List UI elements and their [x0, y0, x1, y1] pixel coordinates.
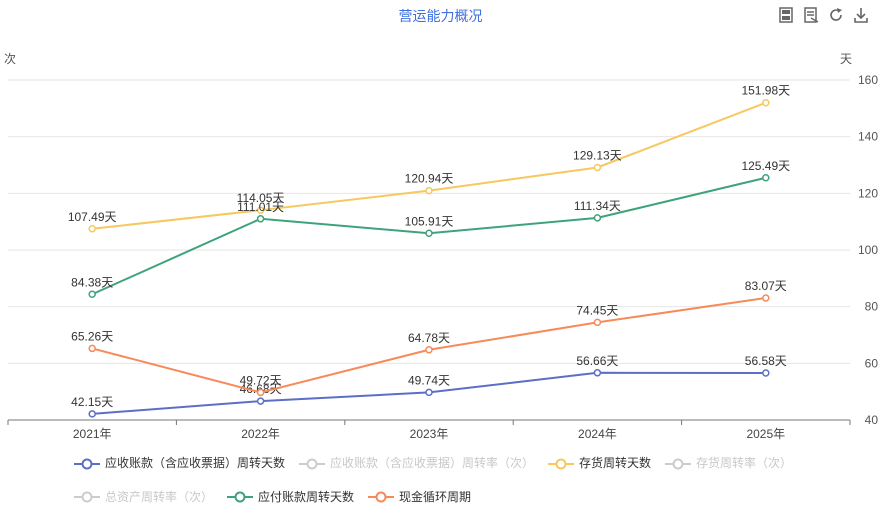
- data-label: 84.38天: [71, 275, 113, 289]
- legend-item[interactable]: 总资产周转率（次）: [74, 482, 213, 513]
- data-point: [256, 388, 265, 397]
- left-axis-unit: 次: [4, 52, 17, 66]
- data-point: [256, 215, 265, 223]
- data-point: [593, 318, 602, 327]
- chart-plot: 40 60 80 100 120 140 160 2021年 2022年 2023年 2024年 20…: [7, 73, 879, 441]
- data-point: [762, 98, 770, 107]
- x-tick-label: 2023年: [410, 427, 449, 441]
- data-point: [593, 163, 602, 172]
- data-point: [256, 397, 265, 405]
- y-tick-label: 120: [858, 186, 878, 200]
- legend-marker-icon: [74, 491, 100, 503]
- data-point: [762, 369, 770, 377]
- legend-label: 现金循环周期: [399, 489, 472, 504]
- data-point: [88, 290, 96, 299]
- data-label: 49.72天: [240, 373, 282, 387]
- legend-marker-icon: [299, 458, 326, 470]
- data-label: 65.26天: [71, 329, 113, 343]
- save-image-icon[interactable]: [778, 7, 794, 23]
- legend-marker-icon: [227, 491, 254, 503]
- data-label: 111.34天: [574, 199, 621, 213]
- series-line: [92, 101, 767, 230]
- data-label: 114.05天: [237, 191, 285, 205]
- data-point: [762, 174, 770, 182]
- legend-item[interactable]: 存货周转率（次）: [665, 448, 792, 479]
- data-point: [593, 214, 602, 222]
- data-label: 129.13天: [573, 148, 622, 162]
- y-tick-label: 60: [865, 356, 879, 370]
- data-point: [425, 388, 433, 397]
- data-label: 56.66天: [576, 354, 618, 368]
- x-tick-label: 2024年: [578, 427, 617, 441]
- legend-label: 应收账款（含应收票据）周转率（次）: [330, 456, 535, 470]
- legend-marker-icon: [548, 458, 575, 470]
- data-label: 74.45天: [576, 303, 618, 317]
- chart-toolbar: [778, 7, 869, 23]
- legend-label: 总资产周转率（次）: [105, 489, 214, 504]
- legend-marker-icon: [368, 491, 395, 503]
- data-point: [88, 344, 96, 353]
- legend-item[interactable]: 应收账款（含应收票据）周转率（次）: [299, 448, 534, 479]
- data-label: 125.49天: [741, 159, 790, 173]
- restore-icon[interactable]: [828, 7, 844, 23]
- x-tick-label: 2025年: [746, 427, 785, 441]
- data-label: 107.49天: [68, 210, 117, 224]
- legend-marker-icon: [74, 458, 100, 470]
- data-view-icon[interactable]: [803, 7, 819, 23]
- legend-label: 存货周转天数: [579, 456, 652, 470]
- data-label: 151.98天: [741, 84, 790, 98]
- data-label: 49.74天: [408, 373, 450, 387]
- data-label: 111.01天: [237, 200, 284, 214]
- legend-item[interactable]: 应收账款（含应收票据）周转天数: [74, 448, 285, 479]
- legend-item[interactable]: 存货周转天数: [548, 448, 651, 479]
- data-point: [593, 369, 602, 377]
- legend-item[interactable]: 现金循环周期: [368, 482, 471, 513]
- data-label: 120.94天: [405, 172, 454, 186]
- data-label: 56.58天: [745, 354, 787, 368]
- chart-title: 营运能力概况: [398, 8, 483, 24]
- x-tick-label: 2022年: [241, 427, 280, 441]
- x-tick-label: 2021年: [73, 427, 112, 441]
- data-point: [425, 346, 433, 354]
- legend-marker-icon: [665, 458, 692, 470]
- legend-label: 应收账款（含应收票据）周转天数: [105, 456, 286, 470]
- legend-label: 存货周转率（次）: [696, 456, 793, 470]
- download-icon[interactable]: [853, 7, 869, 23]
- chart-legend: 应收账款（含应收票据）周转天数 应收账款（含应收票据）周转率（次） 存货周转天数 存货…: [74, 448, 864, 515]
- data-label: 42.15天: [71, 395, 113, 409]
- y-tick-label: 80: [865, 300, 879, 314]
- data-label: 64.78天: [408, 331, 450, 345]
- data-point: [425, 186, 433, 195]
- y-tick-label: 40: [865, 413, 879, 427]
- data-point: [88, 225, 96, 233]
- y-tick-label: 160: [858, 73, 878, 87]
- legend-label: 应付账款周转天数: [258, 489, 355, 504]
- data-point: [425, 229, 433, 238]
- data-point: [762, 294, 770, 302]
- data-label: 83.07天: [745, 279, 787, 293]
- data-label: 105.91天: [405, 214, 454, 228]
- legend-item[interactable]: 应付账款周转天数: [227, 482, 354, 513]
- y-tick-label: 100: [858, 243, 878, 257]
- right-axis-unit: 天: [840, 52, 853, 66]
- data-point: [88, 410, 96, 418]
- y-tick-label: 140: [858, 130, 878, 144]
- data-point: [256, 206, 265, 214]
